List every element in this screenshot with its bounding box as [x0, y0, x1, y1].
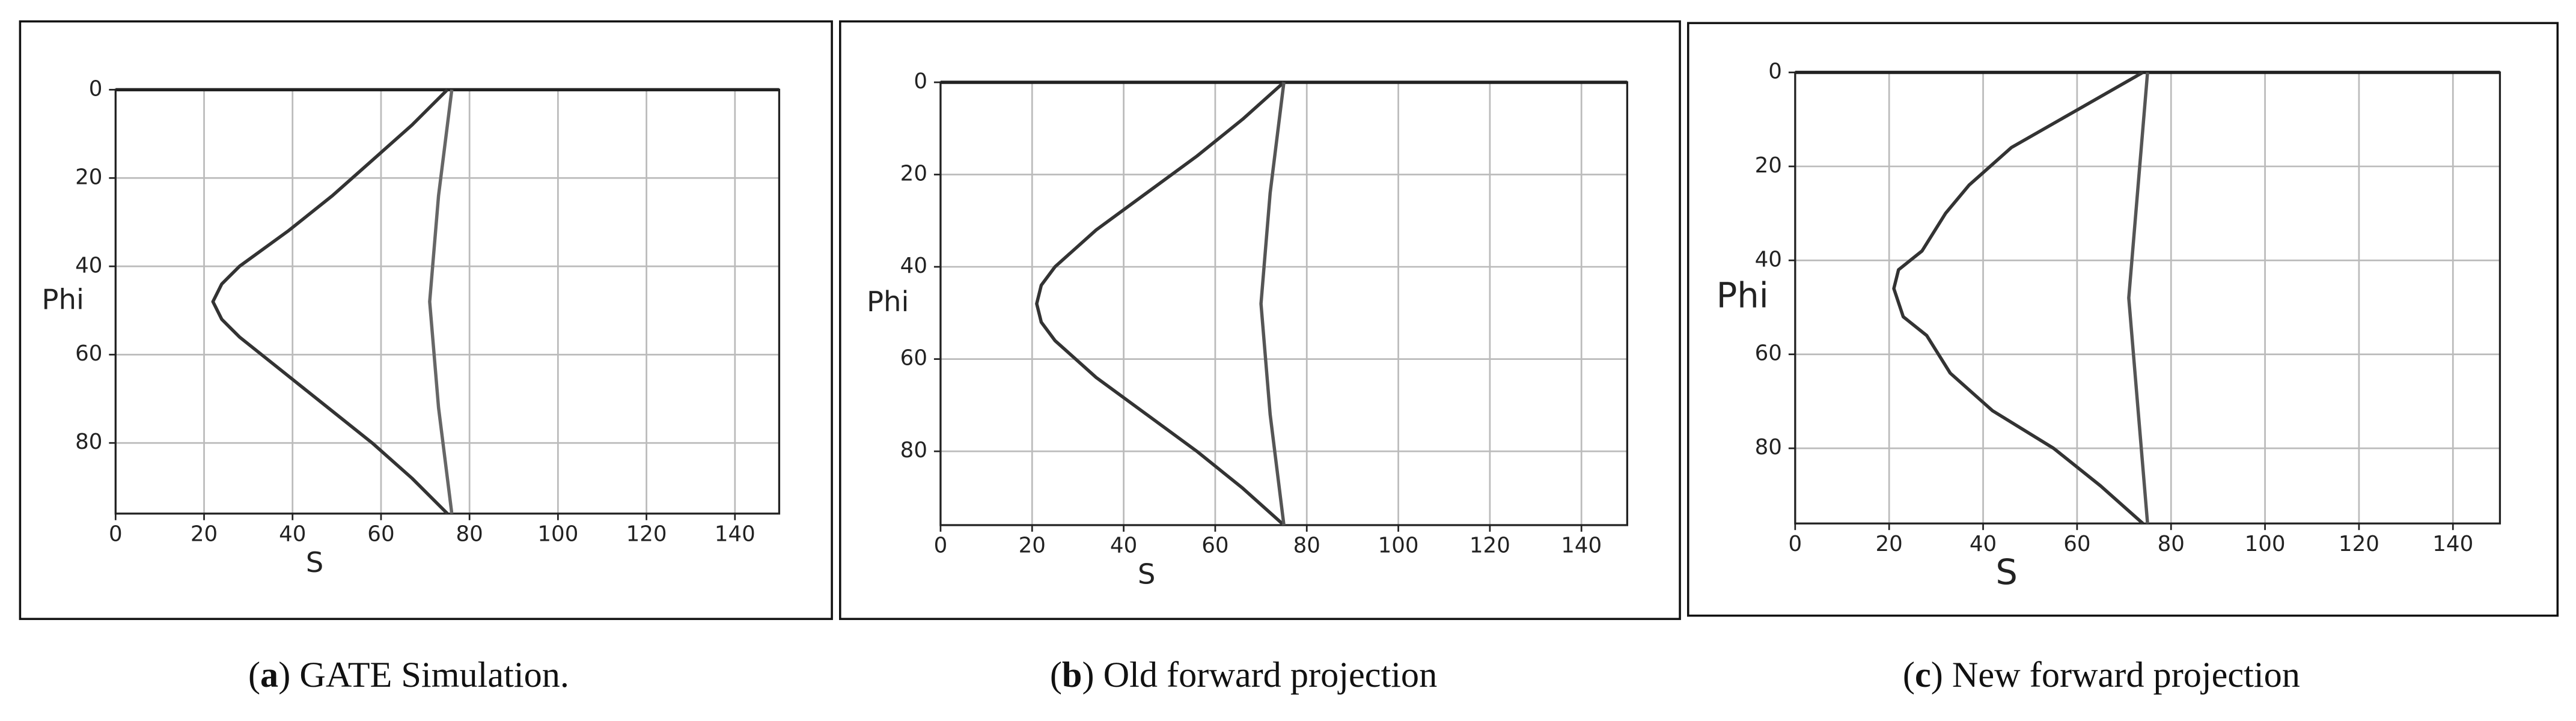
panel-border	[19, 20, 833, 620]
y-tick-label: 20	[1755, 153, 1782, 178]
x-tick-label: 100	[1378, 534, 1419, 558]
plot-frame	[939, 81, 1629, 526]
x-tick-label: 120	[626, 522, 667, 546]
x-tick-label: 0	[1789, 532, 1802, 556]
y-tick-label: 80	[75, 430, 102, 454]
caption-label: c	[1915, 655, 1931, 695]
curve	[1259, 82, 1286, 526]
x-tick-label: 140	[2432, 532, 2473, 556]
x-tick-label: 40	[1970, 532, 1997, 556]
x-tick-label: 80	[1293, 534, 1320, 558]
x-tick-label: 20	[1876, 532, 1903, 556]
y-tick-label: 0	[89, 76, 103, 101]
x-tick-label: 100	[537, 522, 578, 546]
y-tick-label: 20	[900, 162, 927, 186]
y-tick-label: 60	[900, 346, 927, 371]
caption-paren: )	[1931, 655, 1952, 695]
caption-paren: (	[1903, 655, 1915, 695]
y-tick-label: 0	[914, 69, 927, 94]
panel-border	[839, 20, 1681, 620]
x-tick-label: 40	[1110, 534, 1137, 558]
caption: (c) New forward projection	[1903, 655, 2300, 695]
y-tick-label: 40	[75, 253, 102, 278]
caption: (a) GATE Simulation.	[248, 655, 569, 695]
caption-label: a	[260, 655, 278, 695]
x-tick-label: 80	[2158, 532, 2185, 556]
y-tick-label: 60	[1755, 341, 1782, 366]
x-tick-label: 20	[1019, 534, 1046, 558]
caption-paren: )	[278, 655, 299, 695]
x-tick-label: 100	[2245, 532, 2286, 556]
x-tick-label: 60	[1201, 534, 1228, 558]
x-axis-label: S	[306, 546, 324, 579]
y-tick-label: 60	[75, 341, 102, 366]
x-tick-label: 60	[2063, 532, 2090, 556]
caption-paren: )	[1082, 655, 1103, 695]
caption-label: b	[1062, 655, 1082, 695]
x-tick-label: 80	[456, 522, 483, 546]
curve	[1035, 81, 1285, 527]
x-tick-label: 0	[109, 522, 123, 546]
caption: (b) Old forward projection	[1050, 655, 1437, 695]
x-axis-label: S	[1138, 558, 1156, 590]
x-tick-label: 40	[279, 522, 306, 546]
x-tick-label: 60	[367, 522, 394, 546]
curve	[1892, 71, 2144, 525]
x-tick-label: 140	[715, 522, 755, 546]
y-tick-label: 20	[75, 165, 102, 189]
y-axis-label: Phi	[867, 285, 909, 318]
plot-frame	[1794, 71, 2501, 525]
y-tick-label: 80	[1755, 435, 1782, 460]
y-tick-label: 40	[900, 254, 927, 278]
y-tick-label: 80	[900, 438, 927, 463]
caption-paren: (	[1050, 655, 1062, 695]
y-axis-label: Phi	[1717, 275, 1769, 315]
caption-text: GATE Simulation.	[299, 655, 569, 695]
curve	[428, 89, 454, 514]
x-axis-label: S	[1995, 552, 2018, 592]
x-tick-label: 0	[934, 534, 948, 558]
y-axis-label: Phi	[41, 284, 84, 316]
x-tick-label: 140	[1561, 534, 1602, 558]
caption-text: Old forward projection	[1103, 655, 1438, 695]
curve	[2127, 72, 2149, 524]
caption-text: New forward projection	[1952, 655, 2300, 695]
plot-frame	[114, 88, 781, 515]
caption-paren: (	[248, 655, 260, 695]
y-tick-label: 0	[1768, 59, 1782, 84]
x-tick-label: 20	[191, 522, 218, 546]
y-tick-label: 40	[1755, 247, 1782, 272]
x-tick-label: 120	[2339, 532, 2379, 556]
curve	[211, 88, 449, 515]
x-tick-label: 120	[1470, 534, 1510, 558]
panel-border	[1686, 22, 2559, 617]
